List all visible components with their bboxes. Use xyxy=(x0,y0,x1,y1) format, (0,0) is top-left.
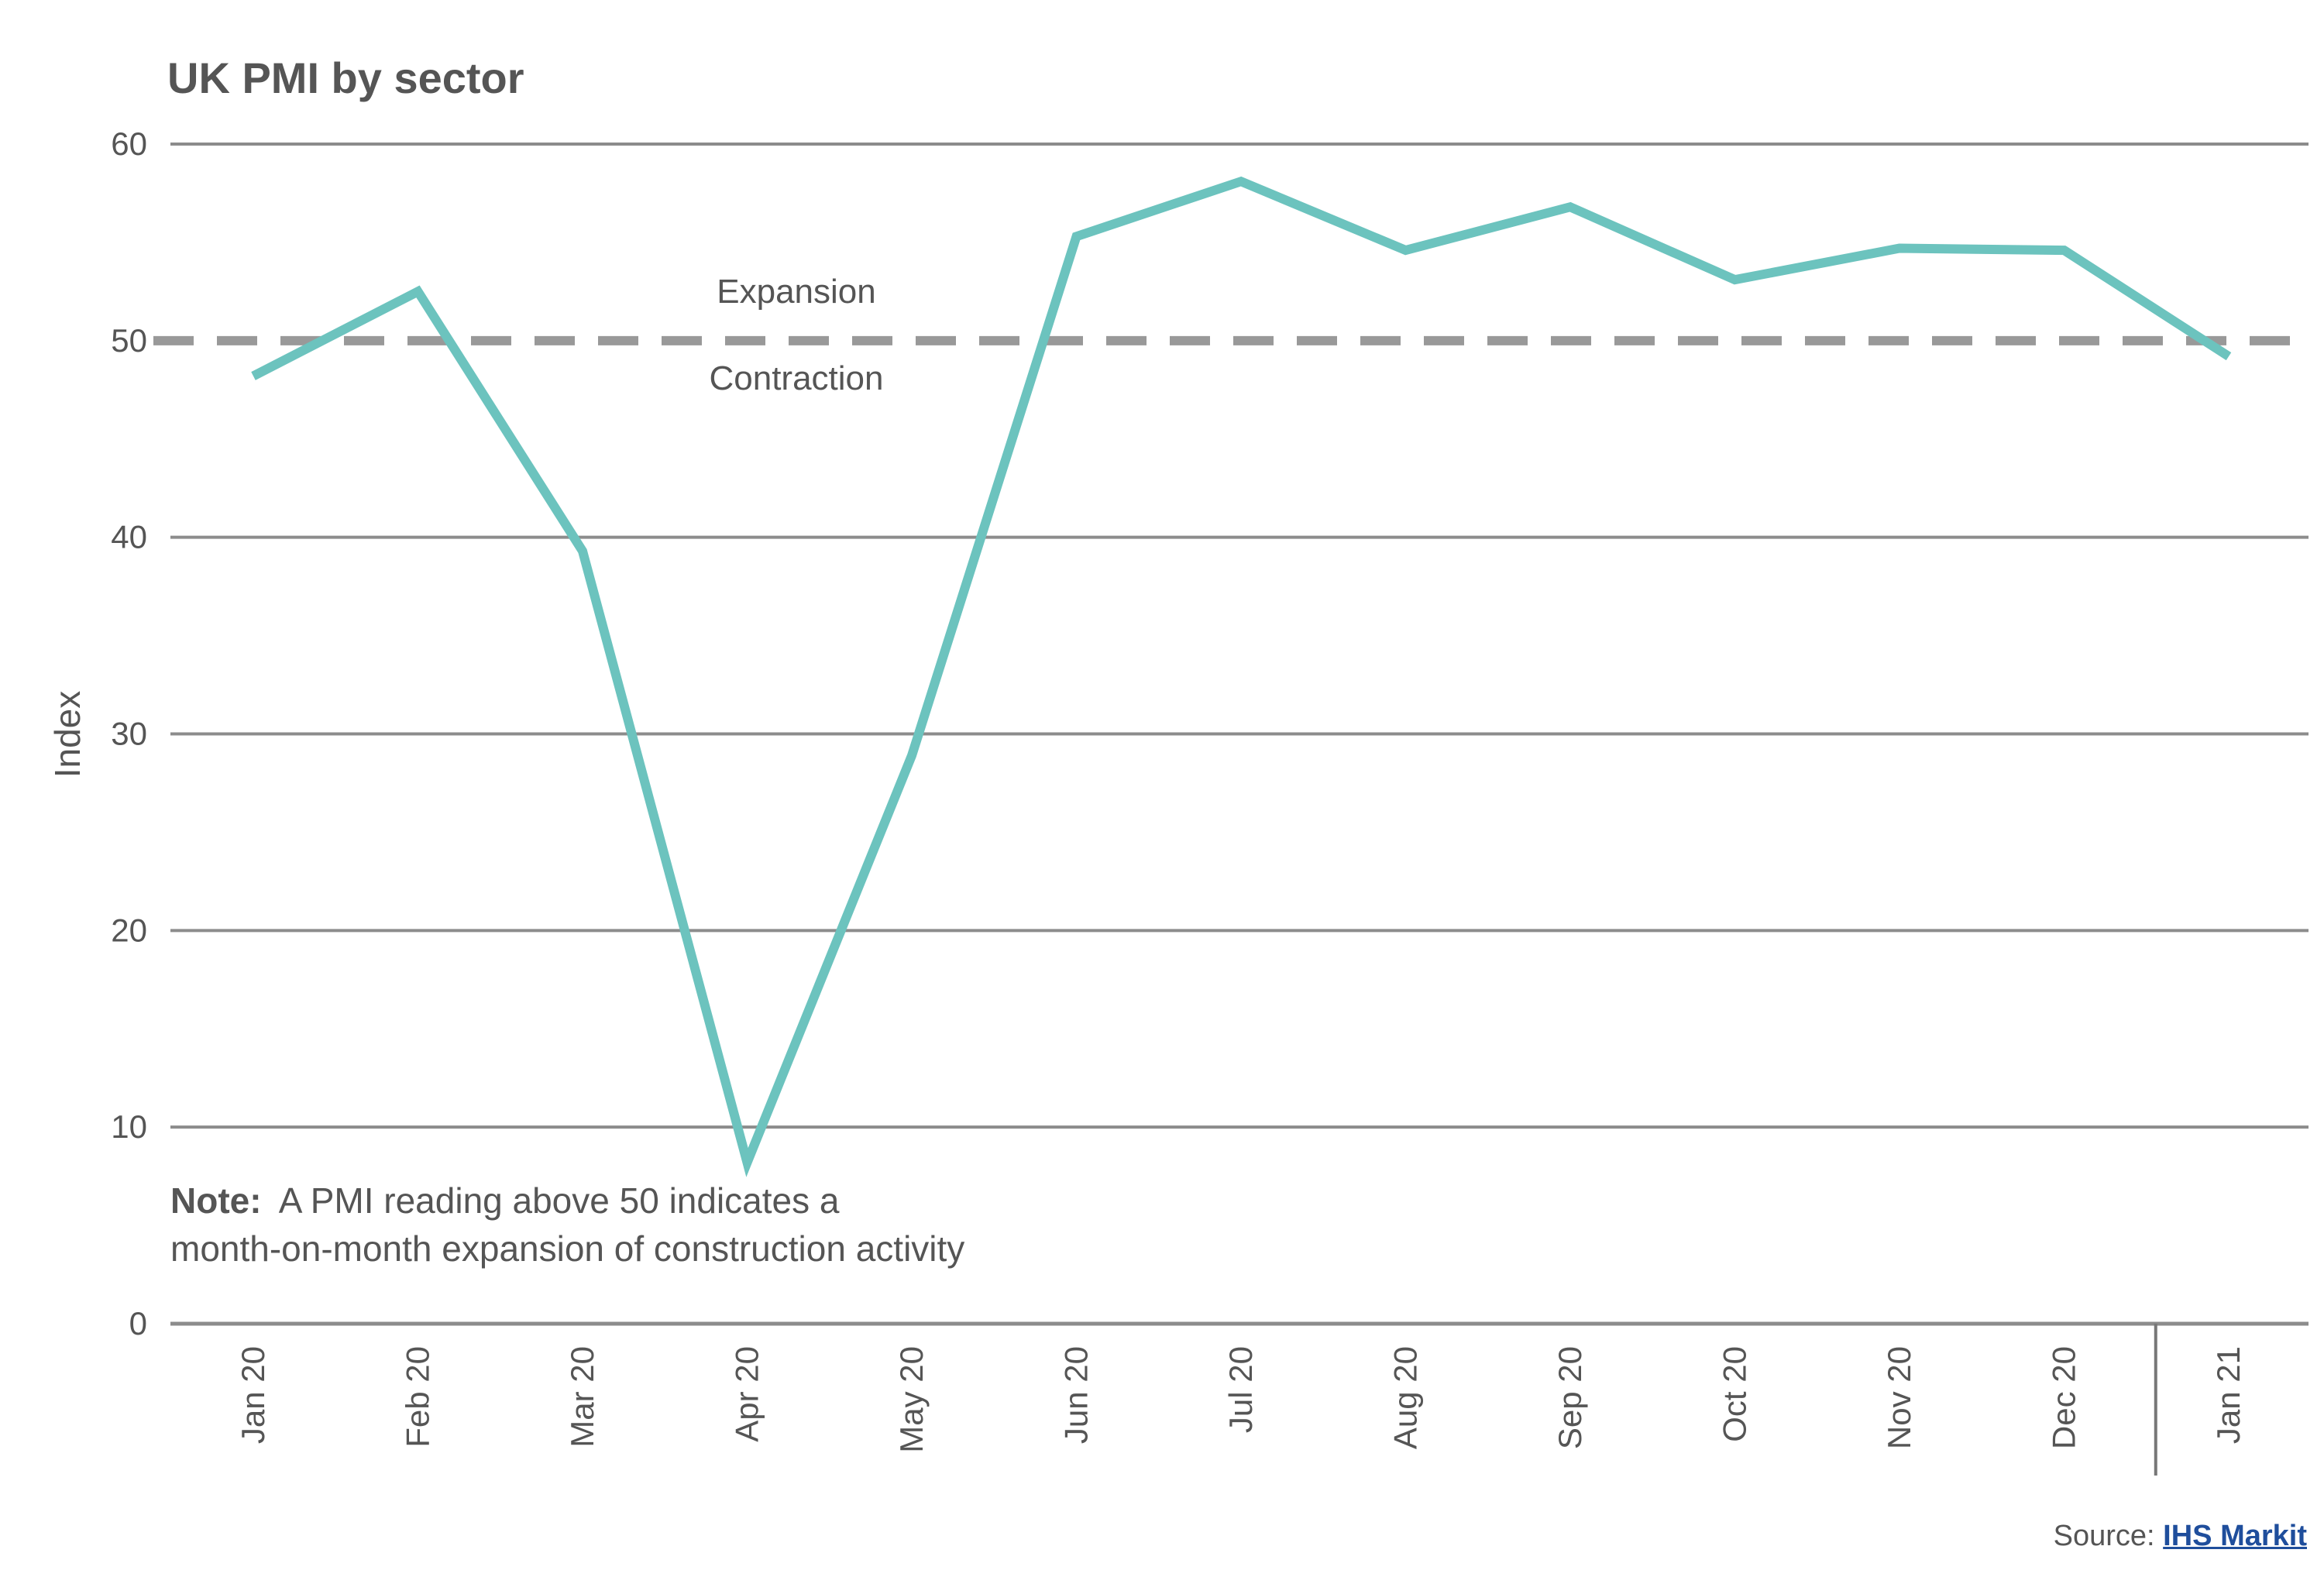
y-tick-label: 20 xyxy=(111,912,147,948)
x-tick-label: Oct 20 xyxy=(1717,1346,1753,1442)
x-tick-label: Jan 21 xyxy=(2210,1346,2247,1444)
series-line xyxy=(251,176,2232,1177)
x-tick-label: Sep 20 xyxy=(1552,1346,1588,1449)
y-tick-label: 30 xyxy=(111,716,147,752)
y-tick-labels: 0 10 20 30 40 50 60 xyxy=(111,125,147,1342)
data-point xyxy=(1569,206,1571,208)
y-tick-label: 50 xyxy=(111,322,147,359)
data-point xyxy=(1405,249,1407,251)
x-tick-label: Mar 20 xyxy=(564,1346,600,1448)
note-line-1: Note: A PMI reading above 50 indicates a xyxy=(170,1180,840,1221)
note-bold: Note: xyxy=(170,1180,262,1221)
data-point xyxy=(747,1162,748,1163)
x-tick-label: Apr 20 xyxy=(729,1346,765,1442)
data-point xyxy=(2228,356,2229,357)
x-tick-label: Jul 20 xyxy=(1222,1346,1259,1433)
data-point xyxy=(911,754,913,756)
x-tick-label: Jun 20 xyxy=(1058,1346,1095,1444)
note-text-1: A PMI reading above 50 indicates a xyxy=(279,1180,840,1221)
data-point xyxy=(253,376,254,377)
source-label: Source: xyxy=(2053,1520,2155,1552)
x-tick-label: Jan 20 xyxy=(235,1346,271,1444)
source-link[interactable]: IHS Markit xyxy=(2163,1520,2307,1552)
x-tick-label: Aug 20 xyxy=(1387,1346,1424,1449)
data-point xyxy=(582,550,583,551)
source-credit: Source: IHS Markit xyxy=(2054,1520,2307,1553)
data-point xyxy=(1240,180,1242,182)
y-tick-label: 60 xyxy=(111,125,147,162)
chart-title: UK PMI by sector xyxy=(167,53,524,102)
series-group xyxy=(251,176,2232,1177)
expansion-label: Expansion xyxy=(717,273,875,311)
x-tick-label: Dec 20 xyxy=(2046,1346,2082,1449)
x-tick-labels: Jan 20 Feb 20 Mar 20 Apr 20 May 20 Jun 20 Jul … xyxy=(235,1346,2247,1453)
data-point xyxy=(418,290,419,292)
data-point xyxy=(1076,235,1078,237)
data-point xyxy=(2064,249,2065,251)
note-line-2: month-on-month expansion of construction… xyxy=(170,1228,964,1269)
y-tick-label: 0 xyxy=(129,1305,147,1342)
y-axis-label: Index xyxy=(47,691,88,778)
y-tick-label: 10 xyxy=(111,1108,147,1145)
x-tick-label: May 20 xyxy=(893,1346,930,1453)
contraction-label: Contraction xyxy=(709,359,883,397)
x-tick-label: Feb 20 xyxy=(400,1346,436,1448)
x-tick-label: Nov 20 xyxy=(1881,1346,1917,1449)
data-point xyxy=(1899,248,1900,249)
data-point xyxy=(1734,279,1736,280)
gridlines xyxy=(170,143,2309,1476)
y-tick-label: 40 xyxy=(111,519,147,555)
